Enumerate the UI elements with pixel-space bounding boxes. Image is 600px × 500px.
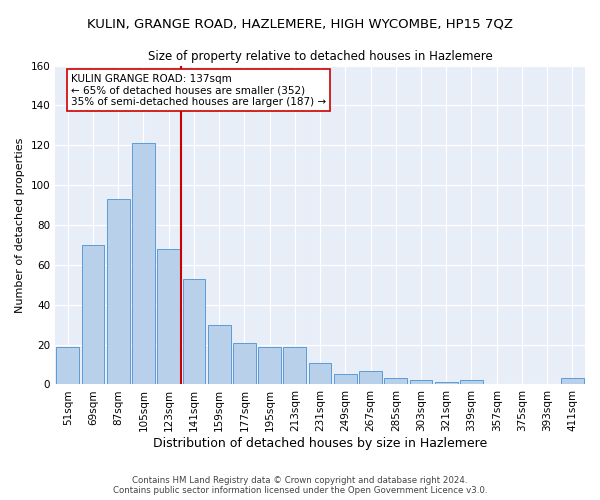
Bar (309, 362, 331, 384)
Bar (258, 346, 281, 385)
Bar (182, 279, 205, 384)
Bar (82, 245, 104, 384)
Bar (157, 249, 180, 384)
Bar (359, 370, 382, 384)
Bar (435, 382, 458, 384)
Bar (208, 324, 230, 384)
Bar (561, 378, 584, 384)
Bar (233, 342, 256, 384)
Y-axis label: Number of detached properties: Number of detached properties (15, 138, 25, 312)
X-axis label: Distribution of detached houses by size in Hazlemere: Distribution of detached houses by size … (153, 437, 487, 450)
Bar (410, 380, 433, 384)
Bar (107, 199, 130, 384)
Text: KULIN GRANGE ROAD: 137sqm
← 65% of detached houses are smaller (352)
35% of semi: KULIN GRANGE ROAD: 137sqm ← 65% of detac… (71, 74, 326, 106)
Bar (385, 378, 407, 384)
Title: Size of property relative to detached houses in Hazlemere: Size of property relative to detached ho… (148, 50, 493, 63)
Text: Contains HM Land Registry data © Crown copyright and database right 2024.
Contai: Contains HM Land Registry data © Crown c… (113, 476, 487, 495)
Bar (132, 144, 155, 384)
Bar (334, 374, 356, 384)
Text: KULIN, GRANGE ROAD, HAZLEMERE, HIGH WYCOMBE, HP15 7QZ: KULIN, GRANGE ROAD, HAZLEMERE, HIGH WYCO… (87, 18, 513, 30)
Bar (460, 380, 483, 384)
Bar (283, 346, 306, 385)
Bar (56, 346, 79, 385)
